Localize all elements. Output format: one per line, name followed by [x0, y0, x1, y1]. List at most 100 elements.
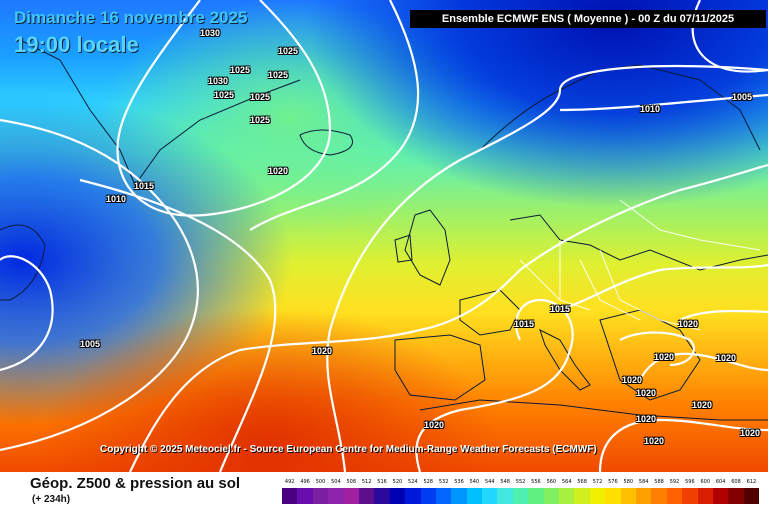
legend-entry: 532 [435, 478, 452, 504]
isobar-label: 1025 [250, 92, 271, 102]
legend-entry: 576 [605, 478, 621, 504]
legend-value: 596 [685, 479, 695, 485]
legend-entry: 504 [328, 478, 344, 504]
legend-swatch [435, 488, 452, 504]
legend-swatch [405, 488, 421, 504]
legend-value: 496 [300, 479, 310, 485]
legend-swatch [543, 488, 560, 504]
legend-entry: 500 [312, 478, 329, 504]
legend-value: 544 [485, 479, 495, 485]
legend-value: 504 [331, 479, 341, 485]
model-info: Ensemble ECMWF ENS ( Moyenne ) - 00 Z du… [410, 10, 766, 28]
isobar-label: 1020 [424, 420, 445, 430]
legend-entry: 572 [589, 478, 606, 504]
legend-swatch [312, 488, 329, 504]
isobar-label: 1025 [214, 90, 235, 100]
legend-entry: 548 [497, 478, 513, 504]
legend-entry: 600 [697, 478, 713, 504]
isobar-label: 1005 [732, 92, 753, 102]
legend-value: 600 [700, 479, 711, 485]
color-legend: 492 496 500 504 508 512 516 520 524 528 532 536 540 5… [282, 478, 760, 504]
legend-value: 500 [315, 479, 326, 485]
legend-value: 520 [392, 479, 403, 485]
legend-entry: 528 [420, 478, 436, 504]
legend-swatch [358, 488, 375, 504]
isobar-label: 1020 [636, 414, 657, 424]
legend-value: 612 [746, 479, 757, 485]
legend-swatch [466, 488, 483, 504]
legend-entry: 560 [543, 478, 560, 504]
forecast-offset: (+ 234h) [32, 494, 71, 505]
legend-value: 580 [623, 479, 634, 485]
isobar-label: 1010 [640, 104, 661, 114]
legend-value: 552 [515, 479, 526, 485]
legend-value: 508 [346, 479, 357, 485]
weather-map: Dimanche 16 novembre 2025 19:00 locale E… [0, 0, 768, 472]
legend-swatch [482, 488, 498, 504]
legend-swatch [574, 488, 590, 504]
legend-entry: 568 [574, 478, 590, 504]
legend-value: 516 [377, 479, 387, 485]
legend-value: 604 [715, 479, 726, 485]
isobar-label: 1020 [740, 428, 761, 438]
legend-value: 592 [669, 479, 680, 485]
isobar-label: 1025 [230, 65, 251, 75]
legend-swatch [451, 488, 467, 504]
isobar-label: 1030 [208, 76, 229, 86]
legend-swatch [297, 488, 313, 504]
map-canvas [0, 0, 768, 472]
legend-entry: 544 [482, 478, 498, 504]
isobar-label: 1010 [106, 194, 127, 204]
isobar-label: 1020 [654, 352, 675, 362]
legend-entry: 596 [682, 478, 698, 504]
isobar-label: 1020 [636, 388, 657, 398]
legend-swatch [328, 488, 344, 504]
legend-entry: 540 [466, 478, 483, 504]
forecast-time: 19:00 locale [14, 32, 139, 57]
map-title: Géop. Z500 & pression au sol [30, 475, 241, 492]
legend-value: 556 [531, 479, 541, 485]
legend-entry: 612 [743, 478, 760, 504]
legend-value: 536 [454, 479, 464, 485]
legend-value: 576 [608, 479, 618, 485]
legend-value: 524 [408, 479, 418, 485]
legend-value: 568 [577, 479, 587, 485]
legend-value: 532 [438, 479, 449, 485]
coastlines [0, 39, 768, 421]
isobar-label: 1015 [134, 181, 155, 191]
legend-value: 528 [423, 479, 433, 485]
legend-swatch [682, 488, 698, 504]
isobar-label: 1020 [644, 436, 665, 446]
isobars [0, 0, 768, 472]
legend-value: 492 [284, 479, 295, 485]
forecast-date: Dimanche 16 novembre 2025 [14, 8, 248, 27]
legend-swatch [512, 488, 529, 504]
legend-swatch [374, 488, 390, 504]
isobar-label: 1020 [622, 375, 643, 385]
legend-entry: 524 [405, 478, 421, 504]
legend-swatch [420, 488, 436, 504]
legend-swatch [528, 488, 544, 504]
legend-entry: 508 [343, 478, 359, 504]
legend-value: 608 [731, 479, 741, 485]
isobar-label: 1005 [80, 339, 101, 349]
legend-swatch [666, 488, 683, 504]
isobar-label: 1015 [514, 319, 535, 329]
legend-swatch [728, 488, 744, 504]
legend-entry: 512 [358, 478, 375, 504]
legend-entry: 592 [666, 478, 683, 504]
isobar-label: 1025 [250, 115, 271, 125]
legend-swatch [343, 488, 359, 504]
legend-entry: 584 [635, 478, 652, 504]
legend-swatch [651, 488, 667, 504]
isobar-label: 1020 [312, 346, 333, 356]
legend-swatch [743, 488, 760, 504]
country-borders [519, 199, 761, 331]
legend-value: 560 [546, 479, 557, 485]
legend-entry: 588 [651, 478, 667, 504]
isobar-label: 1020 [716, 353, 737, 363]
legend-entry: 556 [528, 478, 544, 504]
legend-swatch [559, 488, 575, 504]
legend-swatch [497, 488, 513, 504]
legend-entry: 536 [451, 478, 467, 504]
